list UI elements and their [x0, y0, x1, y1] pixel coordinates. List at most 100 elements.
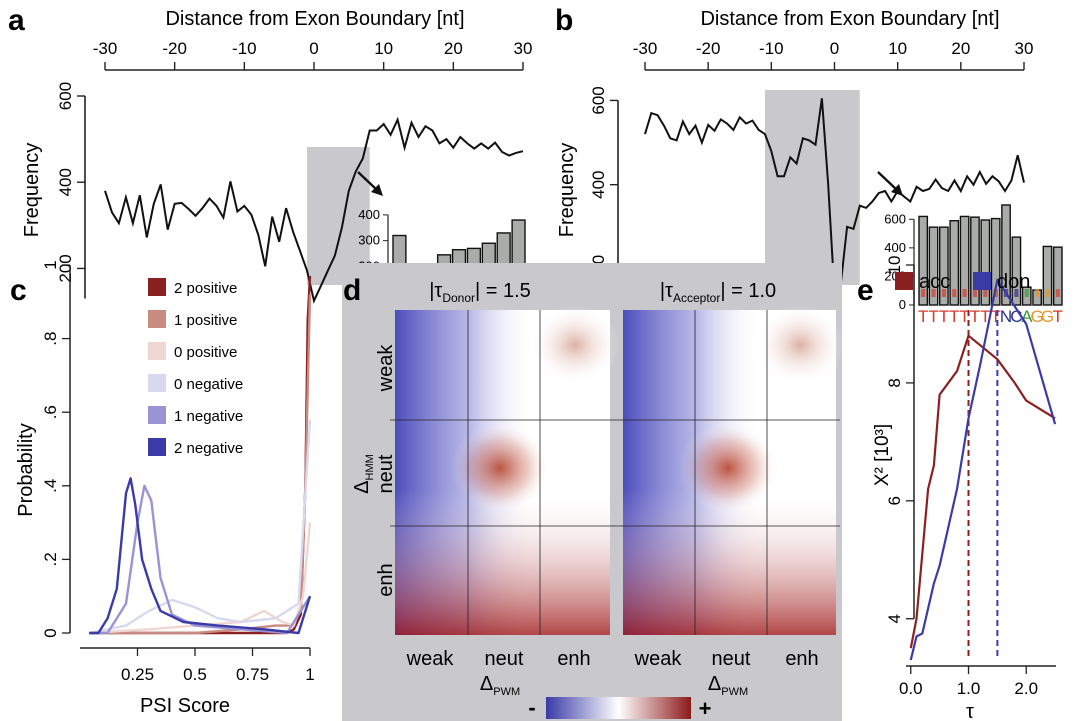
- inset-letter: G: [1030, 307, 1043, 326]
- series-line: [89, 477, 312, 635]
- inset-letter: T: [949, 307, 959, 326]
- heatmap-donor-title: |τDonor| = 1.5: [429, 280, 531, 305]
- x-tick-label: -30: [633, 39, 658, 58]
- inset-bar: [980, 219, 991, 306]
- inset-letter: G: [1041, 307, 1054, 326]
- legend-label: 2 negative: [174, 440, 243, 457]
- x-tick-label: -20: [162, 39, 187, 58]
- legend-swatch: [148, 438, 166, 456]
- inset-logo-glyph: [941, 289, 946, 297]
- panel-c: c 0.25 0.5 0.75 1 0 .2 .4 .6 .8 1 PSI Score Proba…: [10, 260, 315, 717]
- legend-label: don: [997, 271, 1030, 293]
- legend-swatch: [148, 374, 166, 392]
- arrow-shaft: [357, 171, 378, 191]
- inset-bar: [959, 215, 970, 306]
- panel-c-x-label: PSI Score: [140, 695, 230, 717]
- heatmap-acceptor-title: |τAcceptor| = 1.0: [660, 280, 776, 305]
- panel-e-plot: 0.0 1.0 2.0 4 6 8 10: [885, 256, 1057, 698]
- legend-swatch: [973, 272, 991, 290]
- heatmap-donor-x-label: ΔPWM: [480, 673, 520, 698]
- y-tick-label: .8: [41, 332, 60, 346]
- y-tick-label: 8: [885, 378, 904, 387]
- inset-y-tick-label: 400: [358, 207, 380, 222]
- x-tick-label: -10: [759, 39, 784, 58]
- inset-logo-glyph: [931, 289, 936, 297]
- inset-y-tick-label: 0: [899, 297, 906, 312]
- colorbar-low-label: -: [528, 695, 535, 720]
- heatmap-row-neut: neut: [375, 454, 397, 493]
- legend-swatch: [148, 310, 166, 328]
- heatmap-donor-col-weak: weak: [406, 648, 455, 670]
- heatmap-donor-col-neut: neut: [485, 648, 524, 670]
- inset-logo-glyph: [972, 289, 978, 297]
- legend-label: 1 negative: [174, 408, 243, 425]
- inset-logo-glyph: [921, 289, 926, 297]
- y-tick-label: 600: [56, 82, 75, 110]
- panel-a-y-label: Frequency: [21, 143, 43, 238]
- y-tick-label: 0: [41, 628, 60, 637]
- legend-label: 2 positive: [174, 280, 237, 297]
- inset-bar: [1052, 246, 1063, 306]
- panel-b-x-axis: -30 -20 -10 0 10 20 30: [633, 39, 1033, 71]
- inset-logo-glyph: [1045, 289, 1050, 297]
- inset-letter: T: [980, 307, 990, 326]
- inset-y-tick-label: 400: [884, 240, 906, 255]
- inset-logo-glyph: [952, 289, 957, 297]
- panel-a-x-axis: -30 -20 -10 0 10 20 30: [93, 39, 533, 71]
- heatmap-donor-col-enh: enh: [557, 648, 590, 670]
- panel-letter-e: e: [857, 274, 874, 307]
- heatmap-acceptor-col-weak: weak: [634, 648, 683, 670]
- inset-logo-glyph: [962, 289, 967, 297]
- inset-letter: T: [990, 307, 1000, 326]
- x-tick-label: 0.0: [899, 679, 923, 698]
- inset-logo-glyph: [1024, 289, 1029, 297]
- inset-bar: [970, 216, 980, 306]
- series-line: [89, 522, 312, 635]
- panel-b-inset: 0200400600TTTTTTTTNCAGGT: [884, 204, 1063, 326]
- inset-y-tick-label: 300: [358, 233, 380, 248]
- y-tick-label: 400: [56, 168, 75, 196]
- panel-e-y-label: X² [10³]: [872, 424, 893, 486]
- legend-label: 0 positive: [174, 344, 237, 361]
- legend-swatch: [148, 342, 166, 360]
- heatmap-row-weak: weak: [375, 344, 397, 393]
- series-line: [909, 334, 1056, 649]
- inset-logo-glyph: [1055, 289, 1060, 297]
- panel-e-x-label: τ: [966, 701, 974, 721]
- legend-label: acc: [919, 271, 950, 293]
- legend-swatch: [148, 406, 166, 424]
- inset-y-tick-label: 600: [884, 211, 906, 226]
- arrow-shaft: [877, 171, 898, 191]
- y-tick-label: .6: [41, 405, 60, 419]
- y-tick-label: 6: [885, 496, 904, 505]
- arrow-head: [891, 184, 903, 196]
- inset-bar: [1042, 245, 1053, 306]
- x-tick-label: 30: [514, 39, 533, 58]
- x-tick-label: 20: [444, 39, 463, 58]
- inset-letter: T: [939, 307, 949, 326]
- y-tick-label: 4: [885, 614, 904, 623]
- heatmap-acceptor: [612, 305, 845, 635]
- heatmap-acceptor-x-label: ΔPWM: [708, 673, 748, 698]
- panel-c-y-label: Probability: [15, 423, 37, 516]
- heatmap-row-enh: enh: [375, 563, 397, 596]
- panel-b-title: Distance from Exon Boundary [nt]: [700, 8, 999, 30]
- legend-label: 0 negative: [174, 376, 243, 393]
- panel-letter-b: b: [555, 4, 573, 37]
- y-tick-label: .4: [41, 479, 60, 493]
- x-tick-label: 0: [830, 39, 839, 58]
- panel-letter-c: c: [10, 274, 27, 307]
- inset-bar: [1011, 236, 1022, 306]
- series-line: [89, 484, 312, 635]
- panel-c-plot: 0.25 0.5 0.75 1 0 .2 .4 .6 .8 1: [41, 260, 315, 684]
- series-line: [88, 419, 312, 635]
- inset-logo-glyph: [983, 289, 988, 297]
- inset-bar: [939, 226, 949, 306]
- heatmap-acceptor-col-neut: neut: [712, 648, 751, 670]
- x-tick-label: 0.25: [121, 665, 154, 684]
- x-tick-label: 10: [374, 39, 393, 58]
- x-tick-label: 20: [951, 39, 970, 58]
- inset-letter: T: [970, 307, 980, 326]
- y-tick-label: 600: [589, 86, 608, 114]
